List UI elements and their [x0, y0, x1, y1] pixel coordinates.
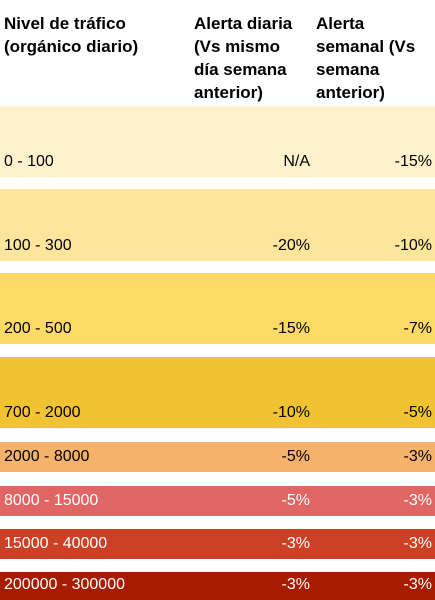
- table-row: 200000 - 300000 -3% -3%: [0, 572, 435, 600]
- range-cell: 15000 - 40000: [4, 535, 108, 552]
- table-row: 15000 - 40000 -3% -3%: [0, 529, 435, 559]
- weekly-alert-cell: -3%: [403, 576, 432, 593]
- table-row: 100 - 300 -20% -10%: [0, 189, 435, 261]
- weekly-alert-cell: -5%: [403, 404, 432, 421]
- daily-alert-cell: N/A: [283, 153, 310, 170]
- weekly-alert-cell: -10%: [394, 237, 432, 254]
- header-daily-alert: Alerta diaria (Vs mismo día semana anter…: [194, 14, 293, 102]
- weekly-alert-cell: -15%: [394, 153, 432, 170]
- weekly-alert-cell: -7%: [403, 320, 432, 337]
- table-row: 700 - 2000 -10% -5%: [0, 357, 435, 428]
- table-row: 0 - 100 N/A -15%: [0, 106, 435, 177]
- daily-alert-cell: -20%: [272, 237, 310, 254]
- range-cell: 200 - 500: [4, 320, 72, 337]
- daily-alert-cell: -5%: [281, 492, 310, 509]
- daily-alert-cell: -15%: [272, 320, 310, 337]
- range-cell: 0 - 100: [4, 153, 54, 170]
- table-header: Nivel de tráfico (orgánico diario) Alert…: [0, 0, 435, 103]
- range-cell: 700 - 2000: [4, 404, 81, 421]
- header-weekly-alert: Alerta semanal (Vs semana anterior): [316, 14, 416, 102]
- weekly-alert-cell: -3%: [403, 448, 432, 465]
- table-row: 2000 - 8000 -5% -3%: [0, 442, 435, 472]
- weekly-alert-cell: -3%: [403, 492, 432, 509]
- daily-alert-cell: -3%: [281, 576, 310, 593]
- range-cell: 2000 - 8000: [4, 448, 90, 465]
- daily-alert-cell: -3%: [281, 535, 310, 552]
- range-cell: 200000 - 300000: [4, 576, 125, 593]
- table-row: 200 - 500 -15% -7%: [0, 273, 435, 344]
- table-row: 8000 - 15000 -5% -3%: [0, 486, 435, 516]
- range-cell: 100 - 300: [4, 237, 72, 254]
- header-traffic-level: Nivel de tráfico (orgánico diario): [4, 14, 139, 56]
- daily-alert-cell: -5%: [281, 448, 310, 465]
- daily-alert-cell: -10%: [272, 404, 310, 421]
- weekly-alert-cell: -3%: [403, 535, 432, 552]
- range-cell: 8000 - 15000: [4, 492, 99, 509]
